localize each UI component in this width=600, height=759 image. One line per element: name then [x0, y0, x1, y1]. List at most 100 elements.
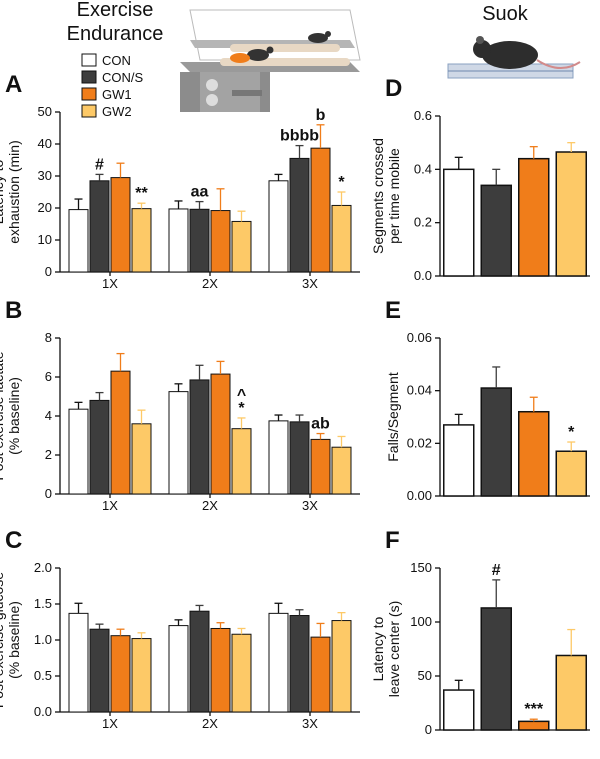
- y-tick-label: 50: [418, 668, 432, 683]
- bar: [289, 157, 310, 273]
- annotation: *: [238, 400, 245, 417]
- y-tick-label: 150: [410, 560, 432, 575]
- y-tick-label: 20: [38, 200, 52, 215]
- bar: [210, 627, 231, 713]
- bar: [231, 633, 252, 713]
- bar: [518, 410, 550, 497]
- x-tick-label: 3X: [302, 498, 318, 513]
- y-tick-label: 50: [38, 104, 52, 119]
- y-tick-label: 0: [45, 264, 52, 279]
- annotation: b: [316, 107, 326, 124]
- bar: [110, 635, 131, 713]
- annotation: aa: [191, 184, 209, 201]
- y-tick-label: 2: [45, 447, 52, 462]
- y-tick-label: 0.02: [407, 435, 432, 450]
- y-tick-label: 1.0: [34, 632, 52, 647]
- y-tick-label: 0.2: [414, 215, 432, 230]
- legend-swatch: [81, 53, 97, 67]
- bar: [518, 720, 550, 731]
- y-tick-label: 0.00: [407, 488, 432, 503]
- x-tick-label: 2X: [202, 498, 218, 513]
- y-axis-label: Latency to: [370, 616, 386, 681]
- x-tick-label: 2X: [202, 276, 218, 291]
- y-tick-label: 0.06: [407, 330, 432, 345]
- annotation: #: [95, 156, 104, 173]
- y-tick-label: 0.0: [414, 268, 432, 283]
- bar: [480, 607, 512, 731]
- y-tick-label: 0.0: [34, 704, 52, 719]
- bar: [210, 373, 231, 495]
- panel-letter: E: [385, 297, 401, 324]
- y-tick-label: 6: [45, 369, 52, 384]
- y-axis-label: leave center (s): [386, 601, 402, 697]
- bar: [231, 220, 252, 273]
- y-tick-label: 0.04: [407, 383, 432, 398]
- bar: [189, 379, 210, 495]
- header-right: Suok: [482, 3, 529, 25]
- y-tick-label: 0: [425, 722, 432, 737]
- y-tick-label: 100: [410, 614, 432, 629]
- y-tick-label: 0.5: [34, 668, 52, 683]
- bar: [555, 654, 587, 731]
- bar: [89, 180, 110, 273]
- bar: [331, 204, 352, 273]
- y-tick-label: 1.5: [34, 596, 52, 611]
- x-tick-label: 1X: [102, 498, 118, 513]
- bar: [555, 450, 587, 497]
- bar: [231, 428, 252, 495]
- y-tick-label: 30: [38, 168, 52, 183]
- x-tick-label: 2X: [202, 716, 218, 731]
- bar: [89, 399, 110, 495]
- bar: [168, 391, 189, 495]
- bar: [68, 408, 89, 495]
- bar: [131, 208, 152, 273]
- y-tick-label: 10: [38, 232, 52, 247]
- bar: [289, 421, 310, 495]
- suok-illustration: [447, 36, 581, 79]
- bar: [310, 147, 331, 273]
- bar: [110, 177, 131, 273]
- bar: [480, 184, 512, 277]
- bar: [480, 387, 512, 497]
- x-tick-label: 1X: [102, 276, 118, 291]
- y-tick-label: 8: [45, 330, 52, 345]
- bar: [555, 151, 587, 277]
- legend-swatch: [81, 104, 97, 118]
- y-axis-label: Segments crossed: [370, 138, 386, 254]
- panel-letter: F: [385, 527, 400, 554]
- treadmill-illustration: [180, 9, 361, 112]
- y-tick-label: 0.6: [414, 108, 432, 123]
- annotation: *: [568, 424, 575, 441]
- bar: [289, 615, 310, 713]
- annotation: ^: [237, 387, 246, 404]
- bar: [443, 168, 475, 277]
- y-axis-label: Latency to: [0, 159, 6, 224]
- y-axis-label: exhaustion (min): [6, 140, 22, 244]
- bar: [168, 208, 189, 273]
- annotation: ***: [524, 701, 543, 718]
- y-tick-label: 40: [38, 136, 52, 151]
- x-tick-label: 3X: [302, 276, 318, 291]
- panel-letter: D: [385, 75, 402, 102]
- bar: [110, 370, 131, 495]
- annotation: **: [135, 185, 148, 202]
- y-tick-label: 0.4: [414, 161, 432, 176]
- y-tick-label: 2.0: [34, 560, 52, 575]
- legend-label: GW2: [102, 104, 132, 119]
- bar: [89, 628, 110, 713]
- bar: [268, 180, 289, 273]
- y-axis-label: Post exercise lactate: [0, 351, 6, 480]
- legend-label: GW1: [102, 87, 132, 102]
- bar: [131, 423, 152, 495]
- annotation: bbbb: [280, 128, 319, 145]
- bar: [518, 157, 550, 277]
- bar: [210, 210, 231, 273]
- legend-label: CON/S: [102, 70, 144, 85]
- y-axis-label: per time mobile: [386, 148, 402, 244]
- bar: [68, 209, 89, 273]
- header-line: Endurance: [67, 23, 164, 45]
- bar: [268, 420, 289, 495]
- legend-swatch: [81, 87, 97, 101]
- legend-swatch: [81, 70, 97, 84]
